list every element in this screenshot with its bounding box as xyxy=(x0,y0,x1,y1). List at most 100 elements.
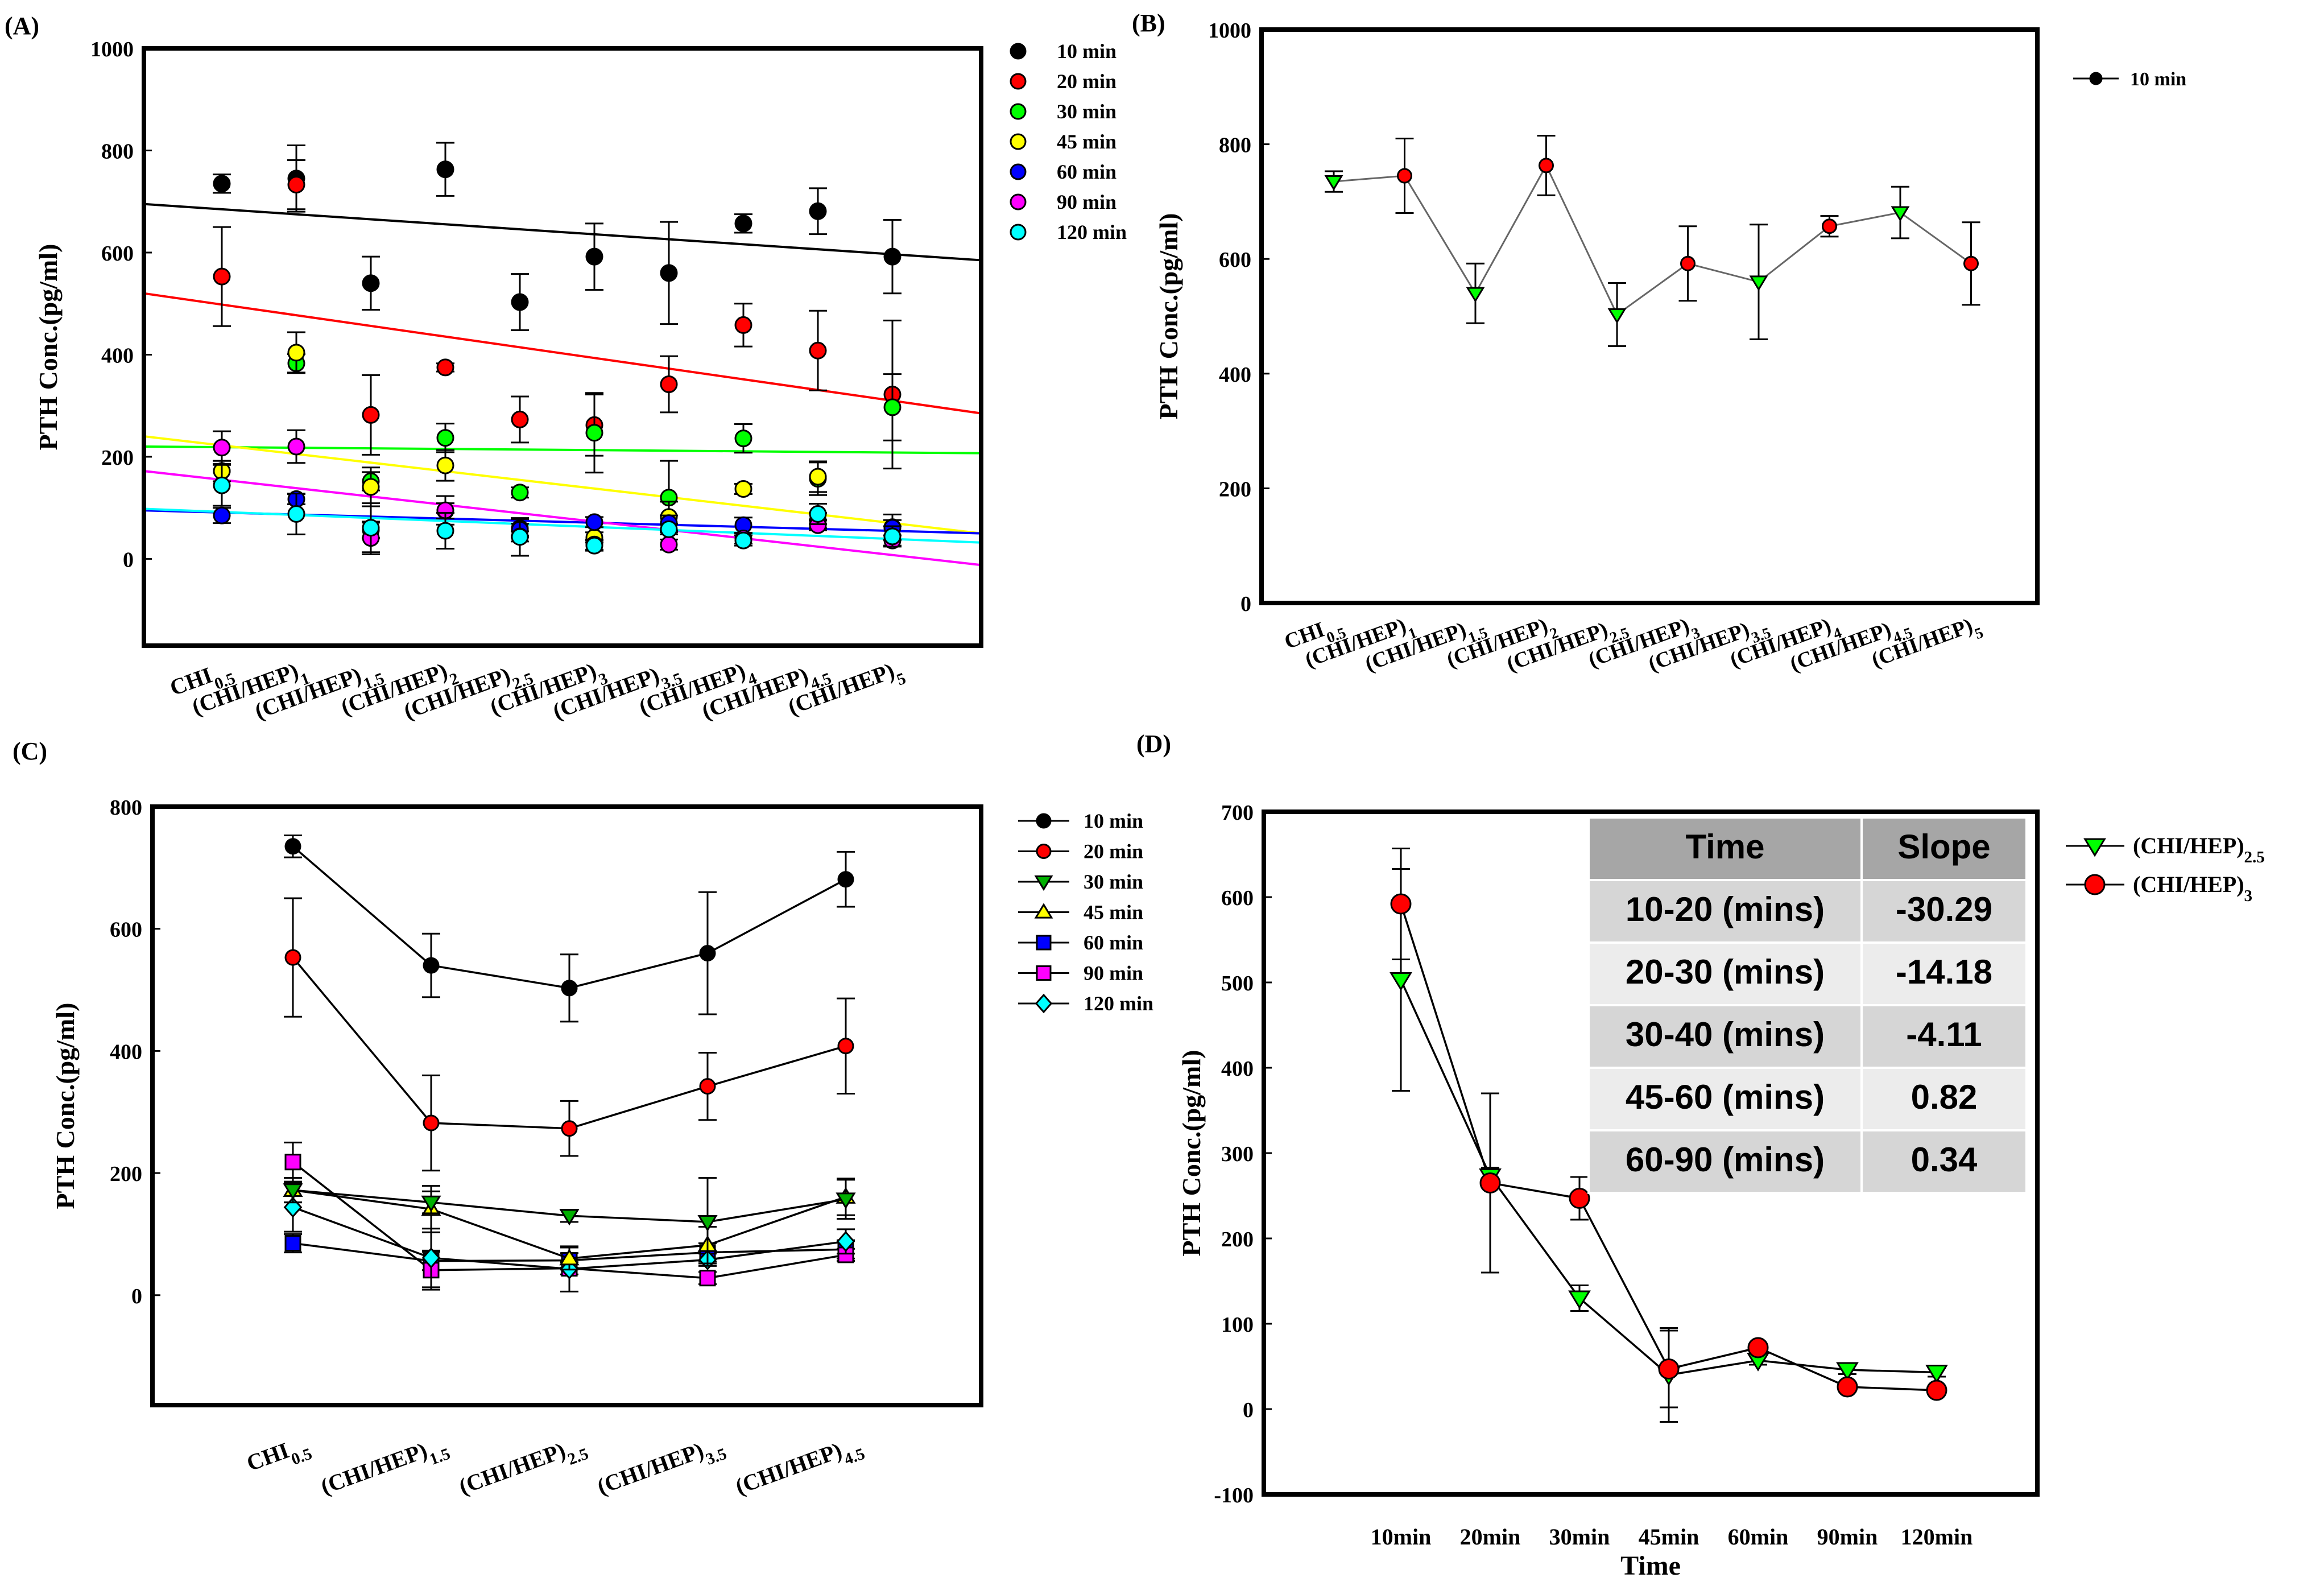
trend-line-45-min xyxy=(143,435,982,535)
data-point xyxy=(660,535,678,554)
data-point xyxy=(362,519,380,537)
trend-line-10-min xyxy=(143,203,982,262)
legend-label: 45 min xyxy=(1084,901,1143,924)
data-point xyxy=(287,344,305,362)
data-point xyxy=(287,176,305,194)
data-point xyxy=(699,945,716,962)
x-tick-label-sub: 5 xyxy=(894,670,908,689)
table-cell xyxy=(1860,1129,2028,1194)
y-tick-label: 0 xyxy=(131,1285,142,1308)
data-point xyxy=(1822,218,1837,234)
data-point xyxy=(287,505,305,523)
data-point xyxy=(284,838,301,855)
legend-label: 90 min xyxy=(1057,191,1116,213)
table-cell xyxy=(1587,1129,1863,1194)
legend-marker xyxy=(1010,163,1027,180)
x-tick-label-base: (CHI/HEP) xyxy=(594,1438,707,1500)
legend-label-base: (CHI/HEP) xyxy=(2133,833,2244,858)
data-point xyxy=(1658,1358,1680,1380)
x-tick-label-base: (CHI/HEP) xyxy=(732,1438,845,1500)
y-tick-label: 300 xyxy=(1221,1142,1254,1166)
y-tick-label: 0 xyxy=(1240,592,1251,616)
y-axis-label-b: PTH Conc.(pg/ml) xyxy=(1154,213,1183,420)
legend-label: 30 min xyxy=(1057,100,1116,123)
panel-label-d: (D) xyxy=(1136,730,1171,758)
legend-label: 45 min xyxy=(1057,130,1116,153)
trend-line-30-min xyxy=(143,445,982,455)
y-tick-label: 400 xyxy=(110,1040,142,1064)
data-point xyxy=(511,293,529,311)
data-point xyxy=(660,264,678,282)
y-tick-label: 600 xyxy=(1219,248,1251,272)
y-axis-label-a: PTH Conc.(pg/ml) xyxy=(34,244,63,451)
data-point xyxy=(213,175,231,193)
legend-marker xyxy=(1036,813,1052,829)
legend-marker xyxy=(1036,965,1052,981)
legend-marker xyxy=(1010,73,1027,90)
legend-marker xyxy=(2089,72,2103,85)
y-tick-label: 800 xyxy=(101,139,134,163)
y-tick-label: -100 xyxy=(1214,1484,1254,1507)
data-point xyxy=(213,439,231,457)
data-point xyxy=(421,1247,441,1269)
y-axis-label-d: PTH Conc.(pg/ml) xyxy=(1177,1050,1206,1257)
data-point xyxy=(436,456,454,474)
data-point xyxy=(1607,308,1627,324)
trend-line-90-min xyxy=(143,470,982,567)
data-point xyxy=(284,1154,301,1171)
data-point xyxy=(1466,287,1485,303)
x-tick-label-base: (CHI/HEP) xyxy=(317,1438,431,1500)
series-a-10-min xyxy=(213,142,902,331)
plot-frame-b xyxy=(1259,27,2040,605)
legend-marker xyxy=(1036,844,1052,859)
data-point xyxy=(1925,1365,1948,1383)
data-point xyxy=(436,160,454,179)
y-tick-label: 0 xyxy=(1243,1398,1254,1422)
y-tick-label: 200 xyxy=(110,1162,142,1186)
panel-label-c: (C) xyxy=(13,737,47,765)
legend-marker xyxy=(1034,903,1053,919)
data-point xyxy=(561,1120,578,1137)
table-value: 45-60 (mins) xyxy=(1626,1078,1825,1116)
data-point xyxy=(837,871,854,888)
y-tick-label: 600 xyxy=(1221,886,1254,910)
legend-marker xyxy=(1010,193,1027,210)
data-point xyxy=(213,506,231,524)
x-tick-label-sub: 2.5 xyxy=(565,1445,591,1469)
data-point xyxy=(511,410,529,428)
data-point xyxy=(423,1114,440,1131)
legend-label: (CHI/HEP)3 xyxy=(2133,872,2252,905)
data-point xyxy=(284,949,301,966)
table-cell xyxy=(1860,941,2028,1006)
data-point xyxy=(1836,1362,1859,1381)
y-tick-label: 1000 xyxy=(90,38,134,61)
slope-table: Time Slope 10-20 (mins) -30.29 20-30 (mins) -… xyxy=(1587,816,2028,1194)
y-tick-label: 100 xyxy=(1221,1313,1254,1337)
y-tick-label: 800 xyxy=(1219,134,1251,158)
y-tick-label: 600 xyxy=(101,242,134,266)
data-point xyxy=(1479,1172,1501,1193)
data-point xyxy=(809,341,827,360)
data-point xyxy=(1749,275,1768,291)
data-point xyxy=(1926,1380,1947,1401)
plot-frame-a xyxy=(142,46,983,648)
legend-marker xyxy=(1035,993,1053,1014)
table-value: -4.11 xyxy=(1906,1015,1982,1054)
data-point xyxy=(421,1195,441,1212)
data-point xyxy=(660,375,678,394)
table-header: Slope xyxy=(1897,828,1990,866)
panel-label-b: (B) xyxy=(1132,9,1165,37)
series-a-120-min xyxy=(213,464,902,557)
data-point xyxy=(1569,1188,1590,1209)
data-point xyxy=(883,247,902,266)
table-cell xyxy=(1587,941,1863,1006)
table-cell xyxy=(1860,1067,2028,1131)
table-value: 20-30 (mins) xyxy=(1626,953,1825,991)
x-tick-label: 30min xyxy=(1549,1524,1610,1550)
legend-label: 120 min xyxy=(1084,992,1153,1015)
y-tick-label: 800 xyxy=(110,796,142,820)
data-point xyxy=(1539,158,1554,174)
series-a-45-min xyxy=(213,331,902,547)
